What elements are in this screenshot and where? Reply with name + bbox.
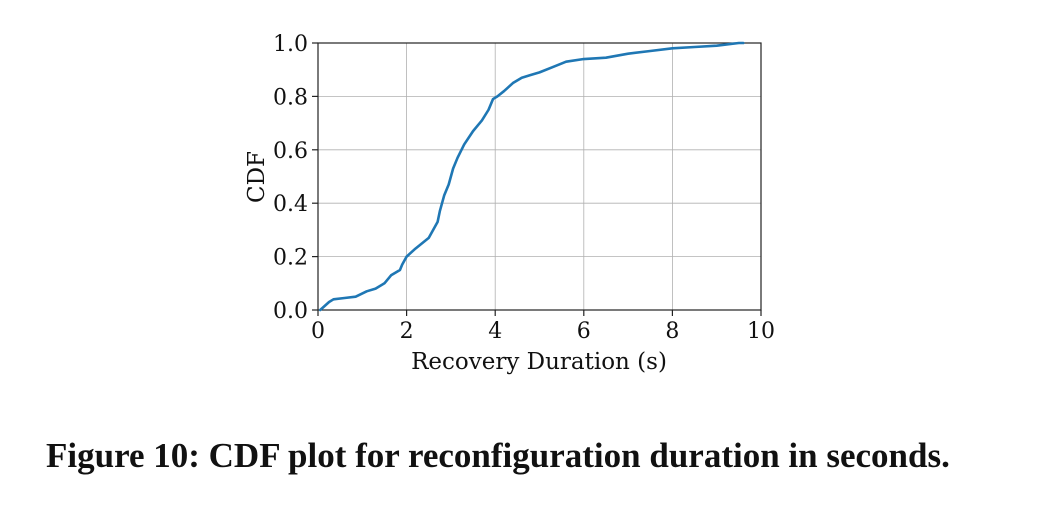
x-axis-label: Recovery Duration (s) (411, 349, 667, 375)
y-tick-label: 0.6 (273, 139, 308, 164)
figure-caption: Figure 10: CDF plot for reconfiguration … (46, 436, 950, 475)
x-tick-label: 8 (665, 319, 679, 344)
axis-ticks: 0 2 4 6 8 10 0.0 0.2 0.4 0.6 0.8 1.0 (273, 32, 775, 344)
y-tick-label: 0.2 (273, 246, 308, 271)
y-tick-label: 0.0 (273, 299, 308, 324)
y-tick-label: 0.4 (273, 192, 308, 217)
x-tick-label: 10 (747, 319, 775, 344)
cdf-line (318, 41, 745, 312)
y-tick-label: 0.8 (273, 85, 308, 110)
series-lines (318, 41, 745, 312)
plot-frame (317, 42, 762, 311)
x-tick-label: 0 (311, 319, 325, 344)
x-tick-label: 4 (488, 319, 502, 344)
y-tick-label: 1.0 (273, 32, 308, 57)
cdf-chart: 0 2 4 6 8 10 0.0 0.2 0.4 0.6 0.8 1.0 Recovery Durat… (244, 32, 775, 375)
grid-lines (317, 42, 762, 311)
x-tick-label: 6 (577, 319, 591, 344)
y-axis-label: CDF (244, 151, 270, 203)
x-tick-label: 2 (400, 319, 414, 344)
